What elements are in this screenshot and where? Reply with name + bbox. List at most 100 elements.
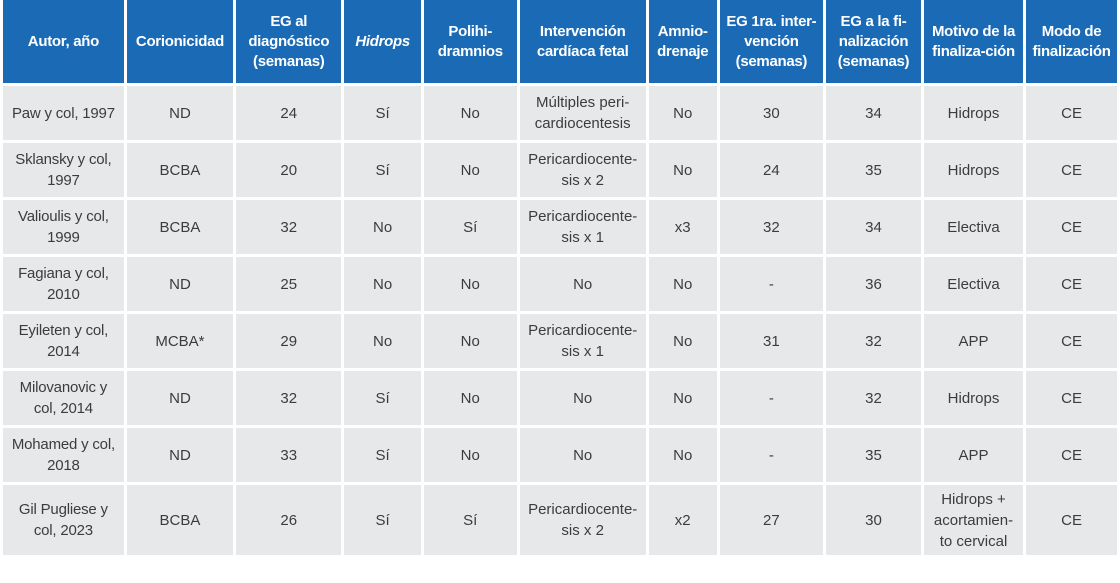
table-cell: CE bbox=[1026, 86, 1117, 140]
table-row: Fagiana y col, 2010 ND 25 No No No No -36 Electi… bbox=[3, 257, 1117, 311]
table-cell: Sí bbox=[423, 200, 517, 254]
table-cell: 36 bbox=[826, 257, 921, 311]
table-cell: No bbox=[648, 86, 717, 140]
table-cell: 35 bbox=[826, 428, 921, 482]
table-cell: ND bbox=[126, 86, 234, 140]
table-cell: No bbox=[423, 371, 517, 425]
table-cell: Sí bbox=[344, 143, 421, 197]
header-cell: Motivo de la finaliza-ción bbox=[923, 0, 1024, 83]
table-cell: CE bbox=[1026, 428, 1117, 482]
table-cell: CE bbox=[1026, 143, 1117, 197]
table-cell: 30 bbox=[826, 485, 921, 555]
table-cell: CE bbox=[1026, 200, 1117, 254]
table-cell: ND bbox=[126, 371, 234, 425]
header-cell: Amnio-drenaje bbox=[648, 0, 717, 83]
table-cell: Hidrops bbox=[923, 86, 1024, 140]
table-cell: Fagiana y col, 2010 bbox=[3, 257, 124, 311]
table-cell: Sklansky y col, 1997 bbox=[3, 143, 124, 197]
table-cell: APP bbox=[923, 314, 1024, 368]
table-cell: Pericardiocente-sis x 1 bbox=[519, 314, 646, 368]
table-row: Sklansky y col, 1997 BCBA 20 Sí No Pericardio… bbox=[3, 143, 1117, 197]
table-cell: 34 bbox=[826, 200, 921, 254]
table-cell: No bbox=[423, 428, 517, 482]
table-cell: No bbox=[648, 257, 717, 311]
table-cell: Electiva bbox=[923, 200, 1024, 254]
table-cell: 20 bbox=[236, 143, 342, 197]
table-cell: No bbox=[519, 257, 646, 311]
table-cell: CE bbox=[1026, 257, 1117, 311]
table-cell: 30 bbox=[719, 86, 823, 140]
table-cell: Hidrops bbox=[923, 371, 1024, 425]
table-cell: No bbox=[423, 86, 517, 140]
table-cell: 24 bbox=[236, 86, 342, 140]
table-row: Paw y col, 1997 ND 24 Sí No Múltiples peri-ca… bbox=[3, 86, 1117, 140]
header-cell: EG 1ra. inter-vención (semanas) bbox=[719, 0, 823, 83]
table-cell: ND bbox=[126, 257, 234, 311]
table-cell: No bbox=[344, 257, 421, 311]
table-cell: ND bbox=[126, 428, 234, 482]
table-cell: - bbox=[719, 371, 823, 425]
header-cell: Modo de finalización bbox=[1026, 0, 1117, 83]
table-cell: BCBA bbox=[126, 485, 234, 555]
table-row: Milovanovic y col, 2014 ND 32 Sí No No No -32 Hi… bbox=[3, 371, 1117, 425]
table-cell: Sí bbox=[344, 371, 421, 425]
table-cell: Milovanovic y col, 2014 bbox=[3, 371, 124, 425]
table-cell: No bbox=[648, 371, 717, 425]
table-cell: Sí bbox=[344, 86, 421, 140]
table-cell: 32 bbox=[236, 371, 342, 425]
table-cell: Pericardiocente-sis x 1 bbox=[519, 200, 646, 254]
table-cell: - bbox=[719, 428, 823, 482]
table-cell: 32 bbox=[826, 371, 921, 425]
table-cell: APP bbox=[923, 428, 1024, 482]
table-cell: No bbox=[423, 314, 517, 368]
table-cell: - bbox=[719, 257, 823, 311]
table-cell: Mohamed y col, 2018 bbox=[3, 428, 124, 482]
table-cell: 31 bbox=[719, 314, 823, 368]
table-row: Gil Pugliese y col, 2023 BCBA 26 Sí Sí Perica… bbox=[3, 485, 1117, 555]
table-cell: Sí bbox=[344, 485, 421, 555]
table-cell: No bbox=[648, 143, 717, 197]
table-cell: 29 bbox=[236, 314, 342, 368]
table-cell: No bbox=[344, 200, 421, 254]
table-cell: Electiva bbox=[923, 257, 1024, 311]
table-cell: No bbox=[423, 143, 517, 197]
table-cell: CE bbox=[1026, 371, 1117, 425]
table-cell: Pericardiocente-sis x 2 bbox=[519, 143, 646, 197]
table-cell: Sí bbox=[344, 428, 421, 482]
table-cell: 32 bbox=[719, 200, 823, 254]
table-cell: 34 bbox=[826, 86, 921, 140]
table-cell: x3 bbox=[648, 200, 717, 254]
header-row: Autor, año Corionicidad EG al diagnóstic… bbox=[3, 0, 1117, 83]
table-cell: 32 bbox=[236, 200, 342, 254]
table-row: Valioulis y col, 1999 BCBA 32 No Sí Pericardi… bbox=[3, 200, 1117, 254]
table-cell: Sí bbox=[423, 485, 517, 555]
table-cell: Eyileten y col, 2014 bbox=[3, 314, 124, 368]
table-cell: MCBA* bbox=[126, 314, 234, 368]
data-table: Autor, año Corionicidad EG al diagnóstic… bbox=[3, 0, 1117, 555]
table-cell: CE bbox=[1026, 314, 1117, 368]
table-cell: BCBA bbox=[126, 200, 234, 254]
table-cell: 26 bbox=[236, 485, 342, 555]
header-cell: Intervención cardíaca fetal bbox=[519, 0, 646, 83]
table-row: Mohamed y col, 2018 ND 33 Sí No No No -35 APP CE bbox=[3, 428, 1117, 482]
header-cell: EG al diagnóstico (semanas) bbox=[236, 0, 342, 83]
table-cell: Hidrops + acortamien-to cervical bbox=[923, 485, 1024, 555]
table-cell: 35 bbox=[826, 143, 921, 197]
table-cell: No bbox=[423, 257, 517, 311]
table-cell: No bbox=[344, 314, 421, 368]
table-cell: BCBA bbox=[126, 143, 234, 197]
table-cell: Múltiples peri-cardiocentesis bbox=[519, 86, 646, 140]
table-cell: 25 bbox=[236, 257, 342, 311]
table-cell: Gil Pugliese y col, 2023 bbox=[3, 485, 124, 555]
table-cell: Paw y col, 1997 bbox=[3, 86, 124, 140]
table-cell: No bbox=[519, 371, 646, 425]
table-cell: x2 bbox=[648, 485, 717, 555]
header-cell: Polihi-dramnios bbox=[423, 0, 517, 83]
table-cell: CE bbox=[1026, 485, 1117, 555]
header-cell: Autor, año bbox=[3, 0, 124, 83]
table-cell: 32 bbox=[826, 314, 921, 368]
table-cell: No bbox=[648, 314, 717, 368]
table-cell: 33 bbox=[236, 428, 342, 482]
table-cell: 24 bbox=[719, 143, 823, 197]
table-cell: 27 bbox=[719, 485, 823, 555]
